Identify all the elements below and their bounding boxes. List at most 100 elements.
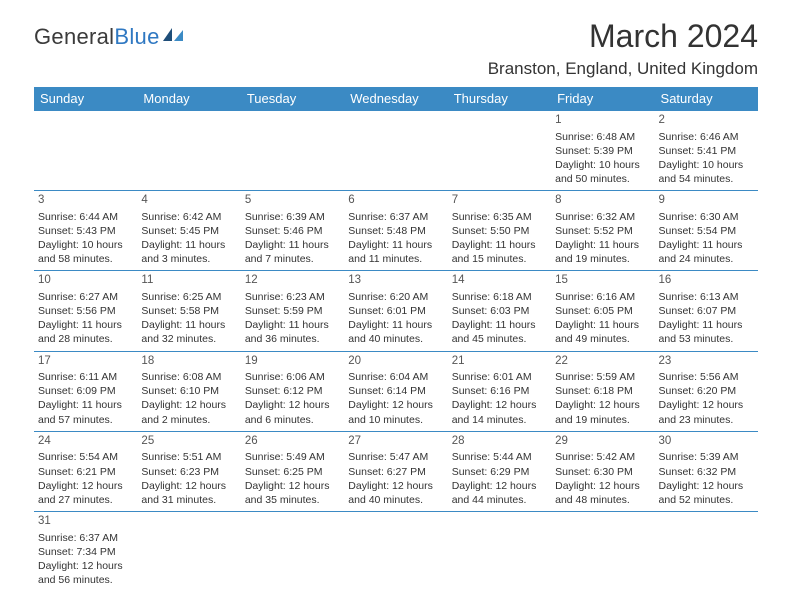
- sunrise-text: Sunrise: 6:27 AM: [38, 290, 133, 304]
- page-title: March 2024: [488, 18, 758, 55]
- calendar-day-cell: [137, 512, 240, 592]
- weekday-header: Wednesday: [344, 87, 447, 111]
- daylight-text: Daylight: 12 hours and 2 minutes.: [141, 398, 236, 426]
- day-number: 20: [348, 354, 443, 370]
- weekday-header: Tuesday: [241, 87, 344, 111]
- day-number: 21: [452, 354, 547, 370]
- sunset-text: Sunset: 6:29 PM: [452, 465, 547, 479]
- sunset-text: Sunset: 6:12 PM: [245, 384, 340, 398]
- day-number: 5: [245, 193, 340, 209]
- day-number: 23: [659, 354, 754, 370]
- sunrise-text: Sunrise: 6:30 AM: [659, 210, 754, 224]
- daylight-text: Daylight: 12 hours and 44 minutes.: [452, 479, 547, 507]
- sunrise-text: Sunrise: 5:39 AM: [659, 450, 754, 464]
- daylight-text: Daylight: 11 hours and 3 minutes.: [141, 238, 236, 266]
- sunrise-text: Sunrise: 6:06 AM: [245, 370, 340, 384]
- sunset-text: Sunset: 5:46 PM: [245, 224, 340, 238]
- daylight-text: Daylight: 11 hours and 11 minutes.: [348, 238, 443, 266]
- sunrise-text: Sunrise: 6:25 AM: [141, 290, 236, 304]
- day-number: 17: [38, 354, 133, 370]
- sunrise-text: Sunrise: 5:56 AM: [659, 370, 754, 384]
- sunrise-text: Sunrise: 6:11 AM: [38, 370, 133, 384]
- calendar-week-row: 1Sunrise: 6:48 AMSunset: 5:39 PMDaylight…: [34, 111, 758, 191]
- logo: GeneralBlue: [34, 24, 185, 50]
- logo-text-blue: Blue: [114, 24, 159, 50]
- calendar-day-cell: [448, 111, 551, 191]
- day-number: 9: [659, 193, 754, 209]
- daylight-text: Daylight: 10 hours and 58 minutes.: [38, 238, 133, 266]
- sunrise-text: Sunrise: 6:46 AM: [659, 130, 754, 144]
- calendar-day-cell: 28Sunrise: 5:44 AMSunset: 6:29 PMDayligh…: [448, 431, 551, 511]
- daylight-text: Daylight: 12 hours and 56 minutes.: [38, 559, 133, 587]
- sunset-text: Sunset: 5:41 PM: [659, 144, 754, 158]
- daylight-text: Daylight: 11 hours and 32 minutes.: [141, 318, 236, 346]
- day-number: 16: [659, 273, 754, 289]
- calendar-day-cell: 22Sunrise: 5:59 AMSunset: 6:18 PMDayligh…: [551, 351, 654, 431]
- sunrise-text: Sunrise: 5:54 AM: [38, 450, 133, 464]
- day-number: 3: [38, 193, 133, 209]
- calendar-week-row: 24Sunrise: 5:54 AMSunset: 6:21 PMDayligh…: [34, 431, 758, 511]
- calendar-day-cell: 14Sunrise: 6:18 AMSunset: 6:03 PMDayligh…: [448, 271, 551, 351]
- sunset-text: Sunset: 6:23 PM: [141, 465, 236, 479]
- daylight-text: Daylight: 11 hours and 24 minutes.: [659, 238, 754, 266]
- calendar-day-cell: [344, 512, 447, 592]
- day-number: 12: [245, 273, 340, 289]
- calendar-day-cell: [551, 512, 654, 592]
- sunset-text: Sunset: 5:39 PM: [555, 144, 650, 158]
- calendar-week-row: 10Sunrise: 6:27 AMSunset: 5:56 PMDayligh…: [34, 271, 758, 351]
- calendar-day-cell: 24Sunrise: 5:54 AMSunset: 6:21 PMDayligh…: [34, 431, 137, 511]
- sunset-text: Sunset: 6:05 PM: [555, 304, 650, 318]
- logo-text-general: General: [34, 24, 114, 50]
- sunrise-text: Sunrise: 5:59 AM: [555, 370, 650, 384]
- sunrise-text: Sunrise: 6:35 AM: [452, 210, 547, 224]
- calendar-day-cell: [655, 512, 758, 592]
- sunrise-text: Sunrise: 6:42 AM: [141, 210, 236, 224]
- sunrise-text: Sunrise: 6:32 AM: [555, 210, 650, 224]
- calendar-week-row: 31Sunrise: 6:37 AMSunset: 7:34 PMDayligh…: [34, 512, 758, 592]
- calendar-day-cell: 15Sunrise: 6:16 AMSunset: 6:05 PMDayligh…: [551, 271, 654, 351]
- day-number: 2: [659, 113, 754, 129]
- day-number: 8: [555, 193, 650, 209]
- calendar-day-cell: 29Sunrise: 5:42 AMSunset: 6:30 PMDayligh…: [551, 431, 654, 511]
- sunset-text: Sunset: 7:34 PM: [38, 545, 133, 559]
- calendar-day-cell: [137, 111, 240, 191]
- day-number: 4: [141, 193, 236, 209]
- calendar-day-cell: 25Sunrise: 5:51 AMSunset: 6:23 PMDayligh…: [137, 431, 240, 511]
- day-number: 6: [348, 193, 443, 209]
- sunrise-text: Sunrise: 5:51 AM: [141, 450, 236, 464]
- daylight-text: Daylight: 11 hours and 28 minutes.: [38, 318, 133, 346]
- sunset-text: Sunset: 5:48 PM: [348, 224, 443, 238]
- daylight-text: Daylight: 12 hours and 10 minutes.: [348, 398, 443, 426]
- sunset-text: Sunset: 5:52 PM: [555, 224, 650, 238]
- daylight-text: Daylight: 10 hours and 50 minutes.: [555, 158, 650, 186]
- weekday-header: Sunday: [34, 87, 137, 111]
- weekday-header: Monday: [137, 87, 240, 111]
- daylight-text: Daylight: 11 hours and 19 minutes.: [555, 238, 650, 266]
- sunrise-text: Sunrise: 6:39 AM: [245, 210, 340, 224]
- sunset-text: Sunset: 5:43 PM: [38, 224, 133, 238]
- sunrise-text: Sunrise: 6:08 AM: [141, 370, 236, 384]
- calendar-day-cell: 5Sunrise: 6:39 AMSunset: 5:46 PMDaylight…: [241, 191, 344, 271]
- sunset-text: Sunset: 5:58 PM: [141, 304, 236, 318]
- sunrise-text: Sunrise: 6:44 AM: [38, 210, 133, 224]
- calendar-day-cell: 7Sunrise: 6:35 AMSunset: 5:50 PMDaylight…: [448, 191, 551, 271]
- sunset-text: Sunset: 6:03 PM: [452, 304, 547, 318]
- daylight-text: Daylight: 12 hours and 19 minutes.: [555, 398, 650, 426]
- calendar-day-cell: 19Sunrise: 6:06 AMSunset: 6:12 PMDayligh…: [241, 351, 344, 431]
- sunset-text: Sunset: 6:18 PM: [555, 384, 650, 398]
- sunset-text: Sunset: 6:30 PM: [555, 465, 650, 479]
- calendar-day-cell: 9Sunrise: 6:30 AMSunset: 5:54 PMDaylight…: [655, 191, 758, 271]
- daylight-text: Daylight: 12 hours and 52 minutes.: [659, 479, 754, 507]
- sunrise-text: Sunrise: 6:18 AM: [452, 290, 547, 304]
- sunrise-text: Sunrise: 6:37 AM: [348, 210, 443, 224]
- sunrise-text: Sunrise: 6:23 AM: [245, 290, 340, 304]
- sunset-text: Sunset: 6:16 PM: [452, 384, 547, 398]
- day-number: 26: [245, 434, 340, 450]
- sunset-text: Sunset: 5:54 PM: [659, 224, 754, 238]
- sunset-text: Sunset: 6:20 PM: [659, 384, 754, 398]
- weekday-header: Saturday: [655, 87, 758, 111]
- sunset-text: Sunset: 5:45 PM: [141, 224, 236, 238]
- daylight-text: Daylight: 12 hours and 40 minutes.: [348, 479, 443, 507]
- day-number: 25: [141, 434, 236, 450]
- calendar-day-cell: [448, 512, 551, 592]
